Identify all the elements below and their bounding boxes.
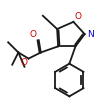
Text: O: O <box>30 30 37 39</box>
Text: O: O <box>74 12 81 21</box>
Text: N: N <box>87 30 93 39</box>
Text: O: O <box>21 58 28 67</box>
